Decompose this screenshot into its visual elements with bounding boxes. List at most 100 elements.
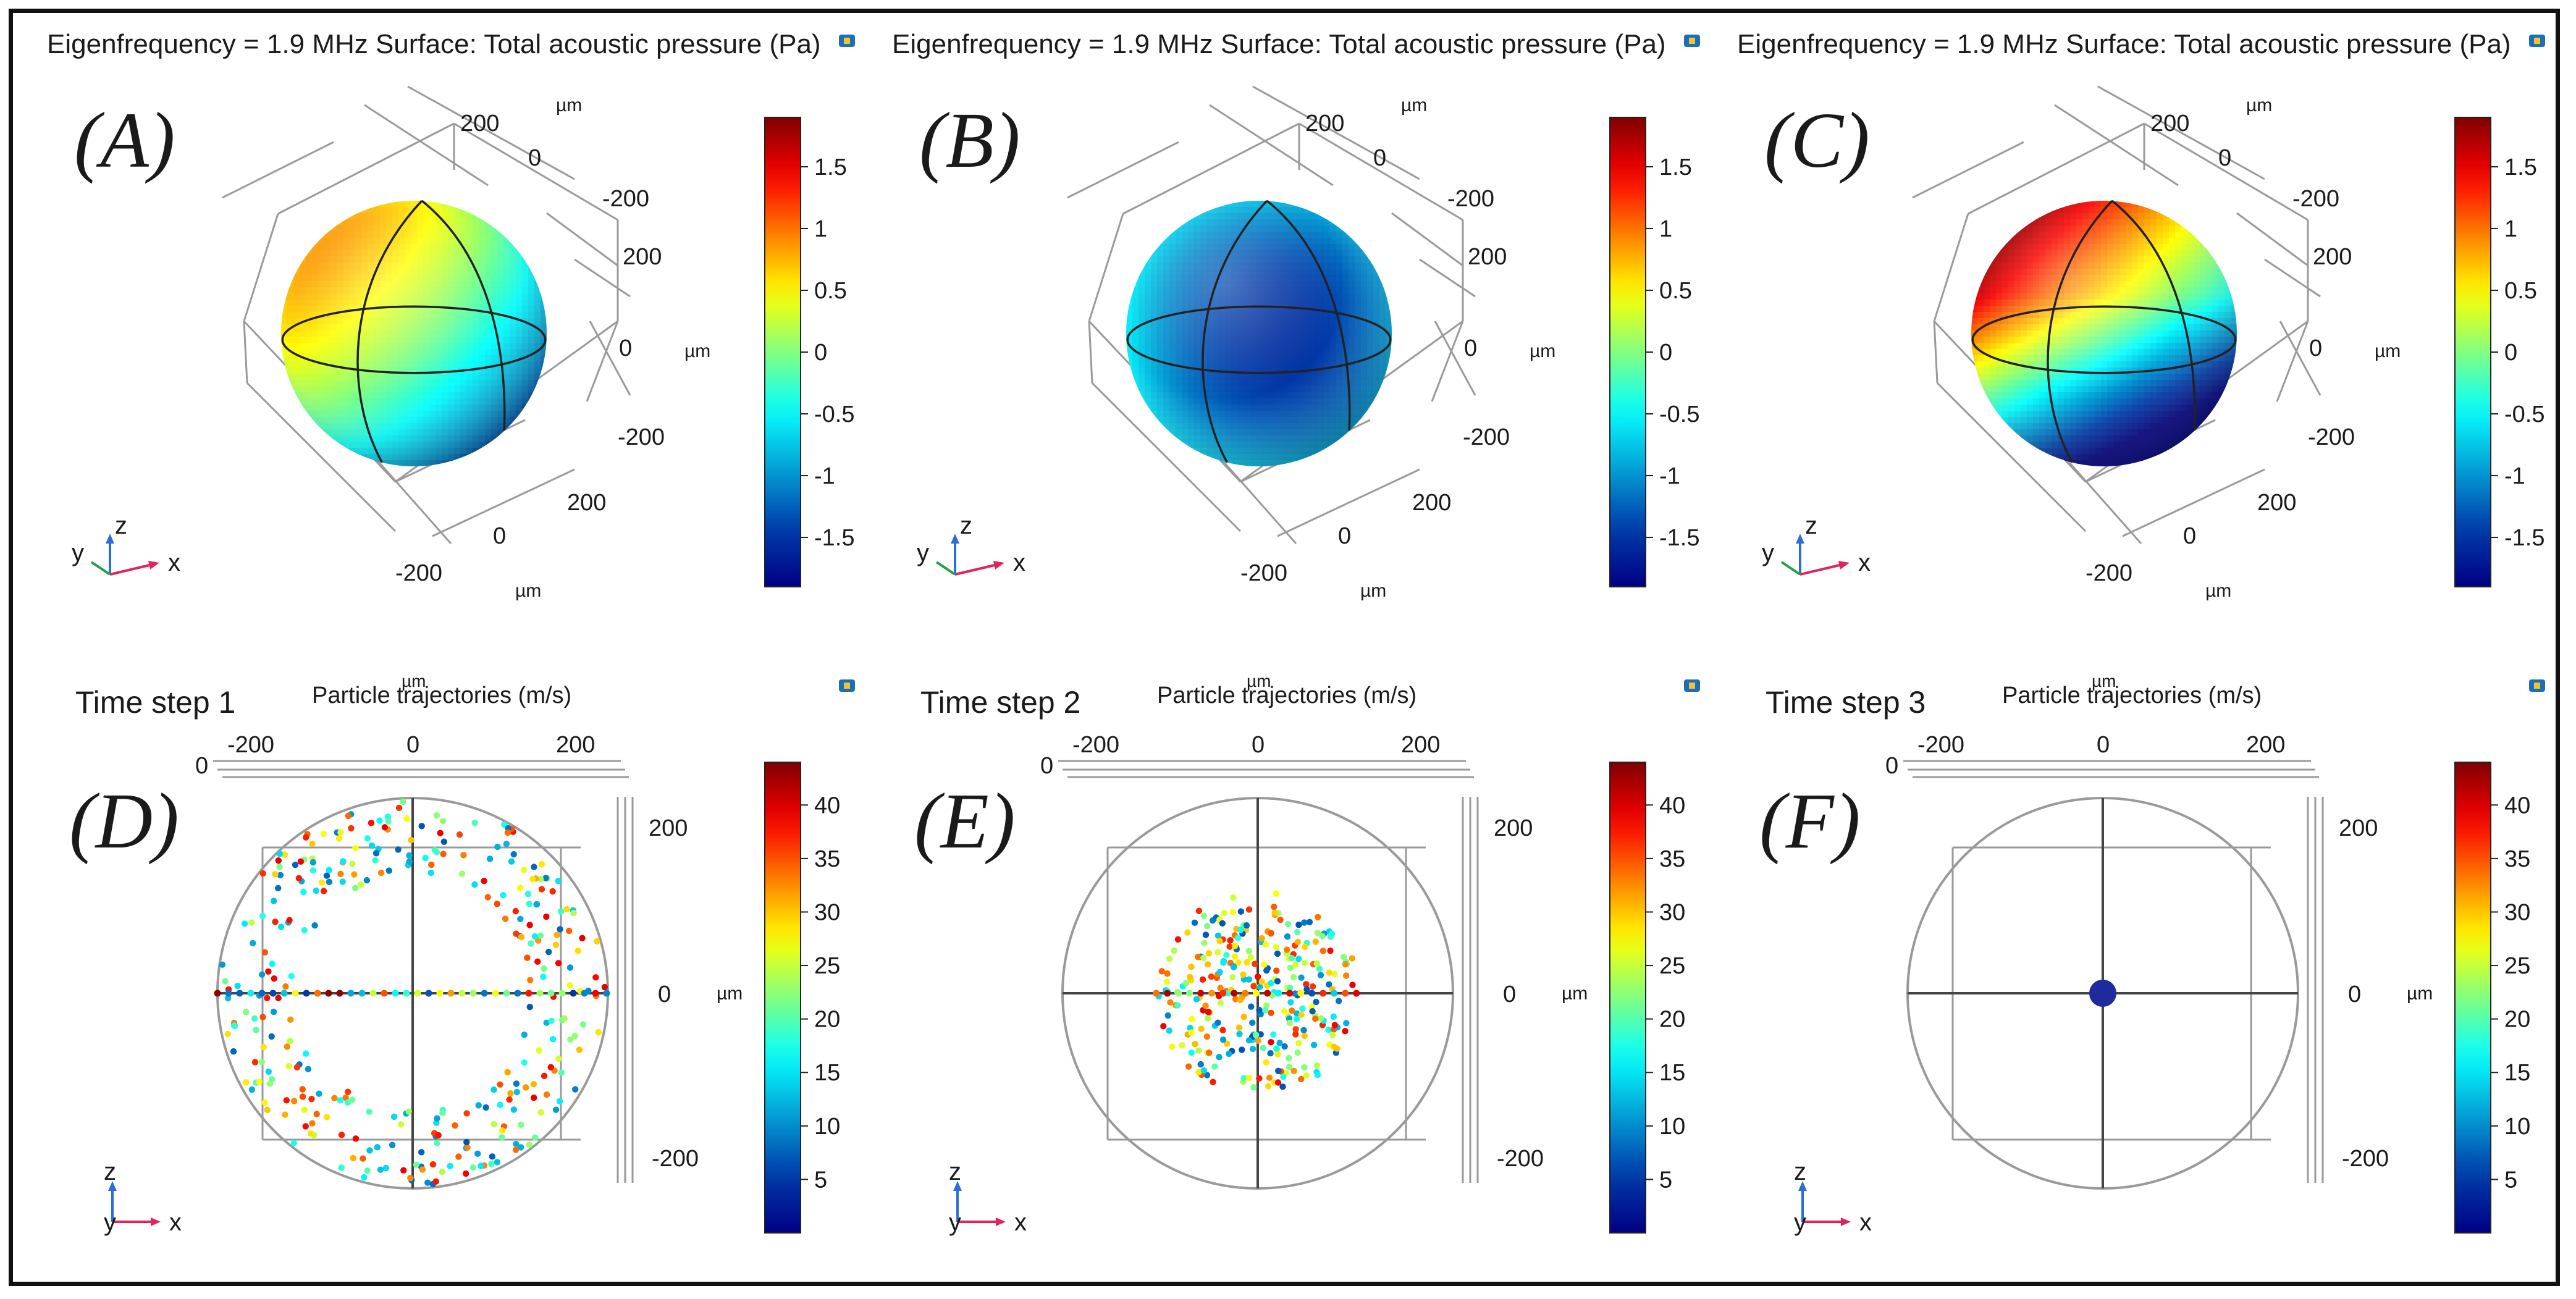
sphere-meridian [2047, 200, 2113, 463]
particle [313, 887, 319, 894]
bottom-axis-tick: 200 [567, 490, 606, 516]
particle [500, 892, 507, 899]
particle [534, 958, 541, 965]
grid-line [1434, 321, 1476, 396]
particle [403, 815, 410, 822]
particle [337, 870, 344, 878]
particle [563, 906, 570, 913]
z-axis-letter: z [960, 512, 972, 539]
y-tick: -200 [652, 1146, 699, 1172]
sphere-shading [281, 201, 547, 466]
particle [307, 1130, 314, 1137]
right-axis-tick: 200 [1468, 244, 1507, 270]
top-axis-unit: µm [1401, 95, 1427, 116]
bottom-axis-tick: 200 [2257, 490, 2296, 516]
particle [259, 1014, 266, 1020]
y-axis-arrow [935, 561, 956, 576]
sphere-shading [1971, 201, 2237, 466]
particle [538, 861, 545, 868]
grid-line [589, 321, 631, 396]
panel-header-C: Eigenfrequency = 1.9 MHz Surface: Total … [1737, 29, 2511, 59]
particle [530, 1095, 537, 1101]
particle [507, 1090, 514, 1097]
particle [464, 1144, 471, 1151]
grid-line [1088, 321, 1093, 384]
particle [522, 1084, 529, 1091]
panel-header-B: Eigenfrequency = 1.9 MHz Surface: Total … [892, 29, 1666, 59]
particle [439, 1168, 446, 1175]
colorbar-tick-label: 0.5 [2504, 278, 2537, 304]
particle [308, 1095, 315, 1103]
z-axis-arrowhead [1796, 534, 1804, 544]
surface-patch [1342, 435, 1349, 442]
particle [440, 838, 448, 845]
colorbar-tick-label: -0.5 [814, 401, 854, 427]
bottom-axis-unit: µm [2205, 581, 2231, 601]
y-axis-unit: µm [717, 983, 743, 1004]
panel-header-D: Particle trajectories (m/s) [312, 683, 571, 708]
particle [224, 994, 232, 1002]
panel-A: Eigenfrequency = 1.9 MHz Surface: Total … [47, 29, 855, 601]
top-axis-tick: 0 [528, 145, 541, 171]
right-axis-tick: -200 [2308, 424, 2355, 450]
particle [517, 1144, 524, 1151]
particle [338, 1164, 345, 1171]
particle [540, 973, 547, 980]
x-axis-arrow [1799, 563, 1843, 576]
bottom-axis-tick: -200 [395, 560, 442, 586]
x-tick: -200 [227, 732, 274, 758]
particle [316, 1090, 322, 1097]
top-axis-tick: -200 [1447, 186, 1494, 212]
particle [276, 864, 283, 870]
colorbar [764, 117, 801, 587]
particle [504, 1069, 511, 1076]
grid-line [546, 212, 618, 267]
particle [284, 1043, 290, 1050]
time-step-label-D: Time step 1 [75, 685, 235, 720]
colorbar-tick-label: 1.5 [2504, 154, 2537, 180]
grid-line [246, 382, 397, 532]
surface-patch [2187, 435, 2194, 442]
grid-line [2122, 468, 2265, 537]
particle [456, 831, 463, 838]
particle [408, 836, 415, 844]
particle [382, 1164, 390, 1172]
particle [292, 861, 299, 868]
particle [521, 1032, 528, 1038]
particle [490, 1086, 497, 1093]
particle [309, 859, 316, 866]
particle [230, 1048, 237, 1055]
particle [481, 877, 487, 885]
colorbar-tick-label: 0.5 [1659, 278, 1692, 304]
x-tick: 200 [556, 732, 595, 758]
bottom-axis-tick: 0 [1338, 523, 1351, 549]
colorbar [1609, 117, 1646, 587]
x-axis-arrow [109, 563, 153, 576]
right-axis-tick: 0 [2309, 335, 2322, 361]
particle [433, 812, 440, 819]
particle [513, 930, 520, 937]
bottom-axis-tick: -200 [1240, 560, 1287, 586]
grid-line [407, 85, 575, 180]
y-axis-letter: y [1762, 539, 1774, 566]
particle [458, 870, 466, 877]
z-axis-letter: z [1805, 512, 1817, 539]
top-axis-unit: µm [556, 95, 582, 116]
particle [290, 1140, 297, 1146]
particle [358, 881, 364, 888]
particle [385, 867, 392, 874]
particle [524, 954, 531, 961]
bottom-axis-unit: µm [515, 581, 541, 601]
particle [219, 961, 226, 968]
particle [268, 1033, 275, 1040]
particle [475, 1102, 482, 1109]
top-axis-tick: -200 [602, 186, 649, 212]
top-axis-tick: 0 [2218, 145, 2231, 171]
sphere-meridian [356, 200, 423, 463]
grid-line [1067, 141, 1179, 199]
particle [368, 820, 375, 826]
particle [248, 919, 255, 926]
particle [512, 907, 520, 915]
export-icon-inner [844, 683, 850, 689]
bottom-axis-tick: 0 [493, 523, 506, 549]
